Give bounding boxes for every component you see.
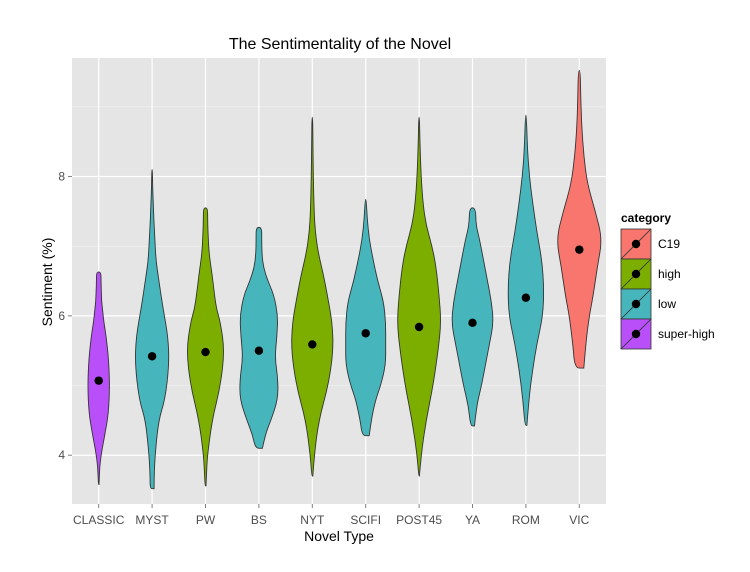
x-tick-label: VIC bbox=[569, 513, 589, 527]
violin-rom bbox=[507, 114, 545, 426]
legend-title: category bbox=[621, 211, 671, 225]
chart-title: The Sentimentality of the Novel bbox=[229, 36, 451, 53]
mean-point-myst bbox=[147, 352, 157, 361]
mean-point-nyt bbox=[308, 340, 317, 349]
legend-label: C19 bbox=[658, 237, 680, 251]
mean-point-scifi bbox=[361, 329, 370, 338]
violin-myst bbox=[135, 169, 170, 490]
x-tick-label: POST45 bbox=[396, 513, 442, 527]
legend-item-C19: C19 bbox=[620, 228, 680, 260]
legend-item-super-high: super-high bbox=[620, 318, 715, 350]
legend-label: super-high bbox=[658, 327, 715, 341]
violin-scifi bbox=[345, 199, 387, 437]
x-axis-ticks: CLASSIC MYST PW BS NYT SCIFI POST45 YA ROM VIC bbox=[73, 504, 590, 527]
y-tick-label: 4 bbox=[58, 448, 65, 462]
y-tick-label: 8 bbox=[58, 169, 65, 183]
x-tick-label: SCIFI bbox=[350, 513, 381, 527]
x-tick-label: NYT bbox=[300, 513, 325, 527]
legend: category C19 high low super-high bbox=[620, 211, 715, 350]
violin-ya bbox=[451, 207, 494, 427]
violins bbox=[87, 70, 602, 490]
legend-key-point bbox=[631, 269, 641, 279]
x-tick-label: BS bbox=[251, 513, 267, 527]
x-tick-label: ROM bbox=[512, 513, 540, 527]
x-tick-label: PW bbox=[196, 513, 216, 527]
legend-key-point bbox=[631, 239, 641, 249]
y-tick-label: 6 bbox=[58, 309, 65, 323]
violin-pw bbox=[187, 207, 224, 487]
violin-nyt bbox=[291, 116, 334, 477]
mean-point-ya bbox=[468, 318, 477, 328]
x-axis-title: Novel Type bbox=[304, 528, 374, 544]
legend-item-high: high bbox=[620, 258, 681, 290]
legend-label: low bbox=[658, 297, 676, 311]
mean-point-post45 bbox=[414, 322, 424, 332]
mean-point-bs bbox=[254, 346, 264, 355]
legend-item-low: low bbox=[620, 288, 676, 320]
mean-point-rom bbox=[521, 293, 531, 302]
mean-point-pw bbox=[201, 347, 210, 357]
violin-post45 bbox=[397, 116, 441, 477]
x-tick-label: MYST bbox=[135, 513, 169, 527]
legend-key-point bbox=[631, 299, 641, 309]
y-axis-ticks: 4 6 8 bbox=[58, 169, 72, 462]
x-tick-label: CLASSIC bbox=[73, 513, 125, 527]
violin-vic bbox=[557, 70, 602, 369]
y-axis-title: Sentiment (%) bbox=[39, 238, 55, 327]
legend-key-point bbox=[631, 329, 641, 339]
legend-label: high bbox=[658, 267, 681, 281]
mean-point-vic bbox=[575, 245, 584, 254]
x-tick-label: YA bbox=[465, 513, 480, 527]
violin-bs bbox=[239, 226, 279, 449]
mean-point-classic bbox=[94, 376, 103, 385]
